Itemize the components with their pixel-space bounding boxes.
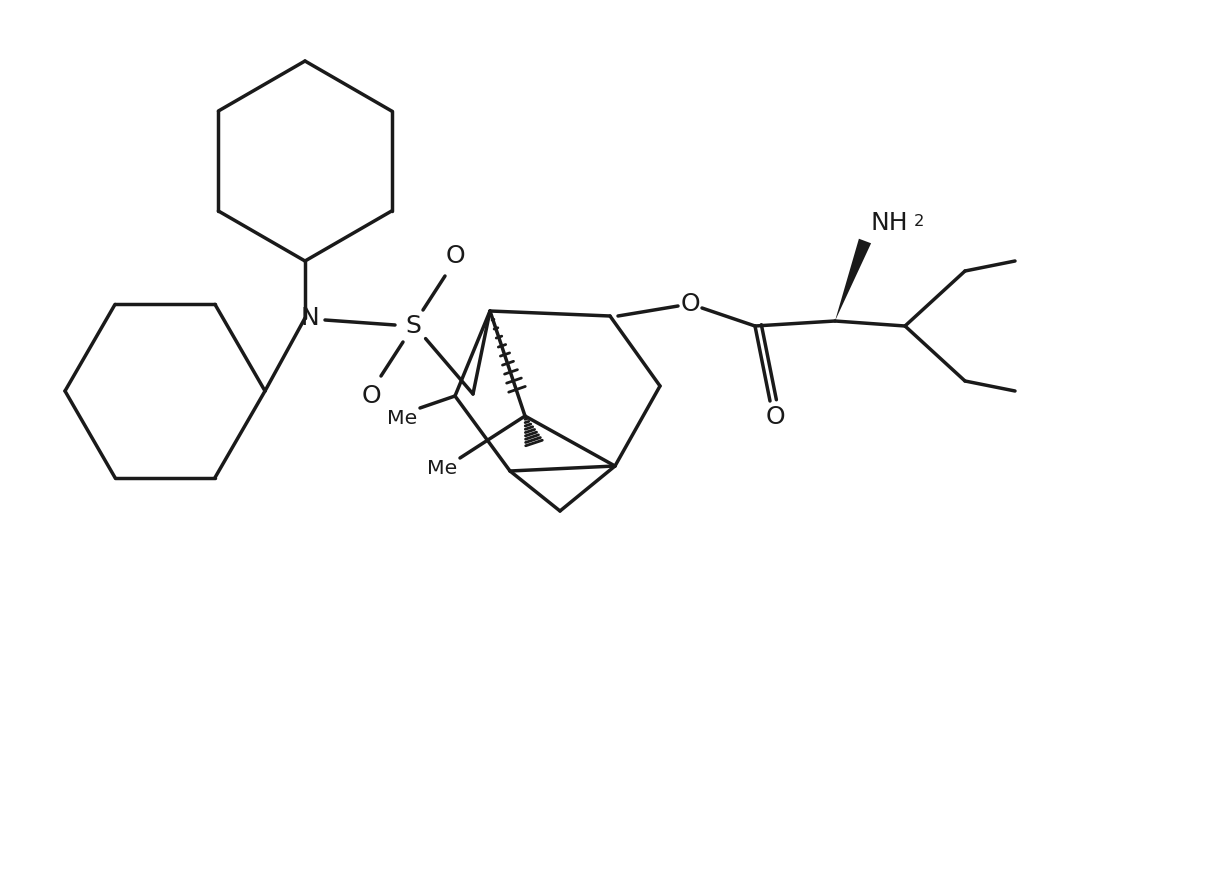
Text: S: S	[405, 314, 421, 338]
Text: O: O	[765, 405, 785, 429]
Text: Me: Me	[427, 459, 457, 478]
Text: O: O	[362, 384, 381, 408]
Text: O: O	[445, 244, 465, 268]
Text: Me: Me	[387, 409, 417, 427]
Text: N: N	[300, 306, 319, 330]
Polygon shape	[835, 238, 871, 321]
Text: NH: NH	[870, 211, 908, 235]
Text: O: O	[680, 292, 699, 316]
Text: 2: 2	[914, 214, 924, 229]
